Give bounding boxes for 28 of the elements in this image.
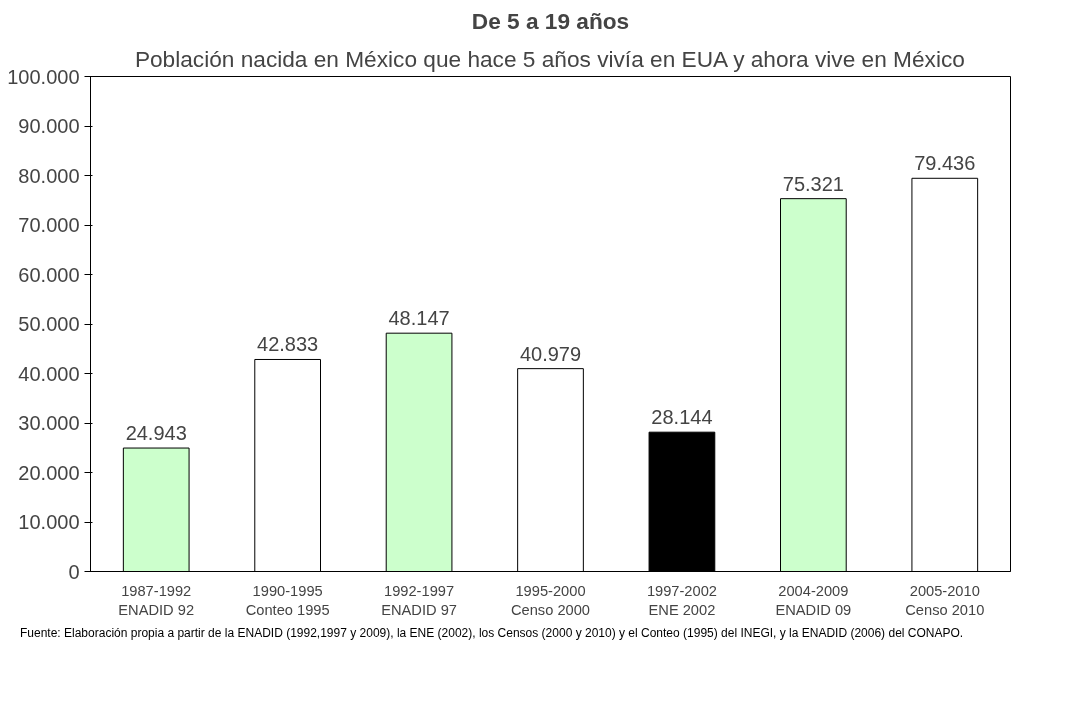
chart-title: De 5 a 19 años <box>471 7 630 34</box>
data-label: 28.144 <box>651 406 713 429</box>
x-tick-label: 1997-2002 ENE 2002 <box>646 582 717 618</box>
y-tick-label: 80.000 <box>18 164 80 187</box>
y-tick-label: 30.000 <box>18 412 80 434</box>
data-label: 75.321 <box>782 172 844 195</box>
x-tick-label: 1995-2000 Censo 2000 <box>510 582 591 618</box>
y-tick-label: 20.000 <box>18 461 80 484</box>
y-tick-label: 10.000 <box>18 511 80 533</box>
x-tick-label: 1987-1992 ENADID 92 <box>118 582 195 618</box>
y-tick-label: 70.000 <box>18 214 80 236</box>
chart-subtitle: Población nacida en México que hace 5 años vivía en EUA y ahora vive en México <box>134 45 965 72</box>
y-tick-label: 60.000 <box>18 263 80 286</box>
x-tick-label: 1990-1995 Conteo 1995 <box>245 582 330 618</box>
x-tick-label: 2004-2009 ENADID 09 <box>775 582 852 618</box>
data-label: 40.979 <box>519 342 582 365</box>
data-label: 79.436 <box>914 152 976 175</box>
y-tick-label: 0 <box>68 560 80 583</box>
source-note: Fuente: Elaboración propia a partir de la ENADID (1992,1997 y 2009), la ENE (2002), los Censos (2000 y 2010) y el Conteo (1995) del INEGI, y la ENADID (2006) del CONAPO. <box>20 625 964 642</box>
y-tick-label: 90.000 <box>18 115 80 137</box>
y-tick-label: 50.000 <box>18 313 80 335</box>
x-tick-label: 2005-2010 Censo 2010 <box>905 582 985 618</box>
data-label: 42.833 <box>257 333 319 356</box>
data-label: 24.943 <box>125 422 187 445</box>
y-tick-label: 100.000 <box>7 65 80 88</box>
x-tick-label: 1992-1997 ENADID 97 <box>381 582 457 618</box>
data-label: 48.147 <box>388 307 450 330</box>
y-tick-label: 40.000 <box>18 362 80 385</box>
